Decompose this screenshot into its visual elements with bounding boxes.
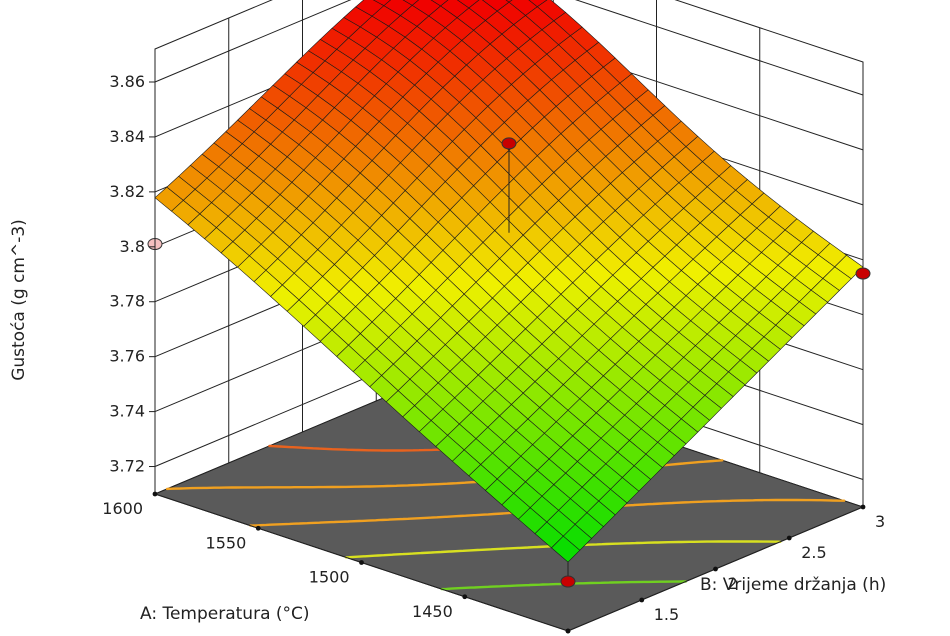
wall-gridline [154,0,864,96]
design-point [855,267,871,280]
y-tick-label: 2 [728,574,738,593]
x-tick [462,594,468,600]
surface-facet [505,0,513,3]
y-tick-label: 1.5 [654,605,679,624]
x-tick-label: 1500 [309,568,350,587]
y-tick [713,566,718,572]
z-tick-label: 3.86 [109,72,145,91]
y-tick-label: 2.5 [801,543,826,562]
z-tick-label: 3.76 [109,347,145,366]
response-surface [154,0,864,563]
y-axis-label: B: Vrijeme držanja (h) [700,575,886,595]
z-tick-label: 3.74 [109,402,145,421]
x-tick-label: 1450 [412,602,453,621]
x-tick-label: 1550 [206,533,247,552]
design-point [501,137,517,150]
x-tick [152,491,158,497]
y-tick-label: 3 [875,512,885,531]
y-tick [639,597,645,603]
x-tick [255,525,261,531]
contour-line [440,580,687,591]
z-tick-label: 3.84 [109,127,145,146]
z-tick-label: 3.8 [120,237,145,256]
x-tick [359,560,364,565]
y-tick [786,535,792,541]
z-axis-label: Gustoća (g cm^-3) [9,219,29,381]
surface-facet [551,535,581,563]
y-tick [860,504,866,510]
contour-line [344,540,782,559]
z-tick-label: 3.82 [109,182,145,201]
axes: 3.723.743.763.783.83.823.843.86140014501… [102,49,885,634]
z-tick-label: 3.78 [109,292,145,311]
x-tick-label: 1600 [102,499,143,518]
z-tick-label: 3.72 [109,457,145,476]
x-axis-label: A: Temperatura (°C) [140,604,310,624]
design-point [560,575,576,588]
y-tick [565,628,571,634]
